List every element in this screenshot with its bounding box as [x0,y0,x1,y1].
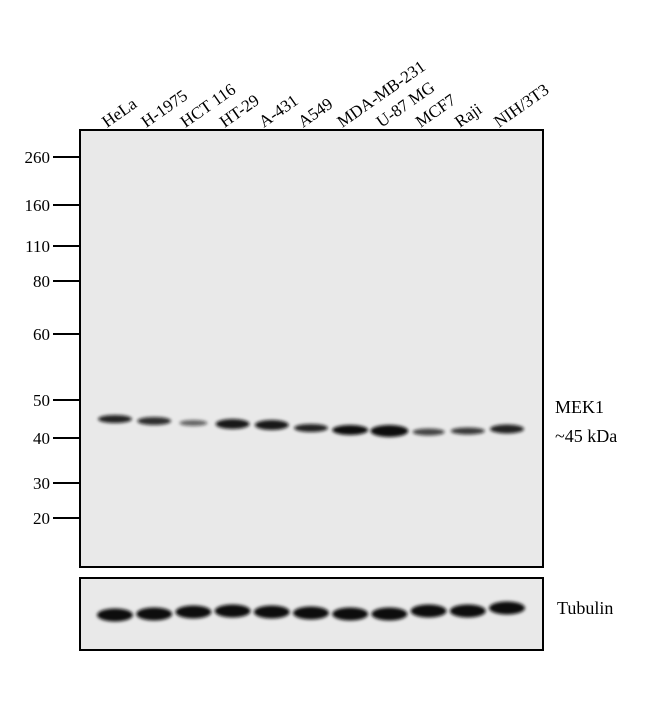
mek1-band [294,424,328,432]
tubulin-band [97,608,133,622]
mek1-band [215,419,250,429]
mek1-band [450,427,485,435]
tubulin-band [489,601,525,615]
tubulin-band [332,607,369,621]
marker-label: 160 [25,196,51,215]
mek1-band [332,425,369,435]
lane-label: HeLa [98,94,140,131]
marker-label: 80 [33,272,50,291]
lane-label: A-431 [255,91,301,131]
marker-label: 60 [33,325,50,344]
marker-label: 50 [33,391,50,410]
main-blot [79,129,544,568]
tubulin-band [136,607,173,621]
tubulin-band [175,605,212,619]
band-name: MEK1 [555,397,604,417]
marker-label: 260 [25,148,51,167]
mek1-band [179,420,208,426]
mek1-band [98,415,132,423]
marker-label: 20 [33,509,50,528]
mek1-band [412,428,445,436]
mek1-band [254,420,289,430]
mek1-band [370,425,409,437]
marker-label: 40 [33,429,50,448]
tubulin-band [253,605,290,619]
tubulin-band [371,607,408,621]
mek1-band [137,417,172,425]
tubulin-band [449,604,486,618]
mek1-band [490,424,524,434]
tubulin-band [214,604,251,618]
tubulin-band [410,604,447,618]
loading-control-label: Tubulin [557,598,613,618]
tubulin-band [293,606,329,620]
band-size: ~45 kDa [555,426,617,446]
lane-label: A549 [294,94,336,131]
marker-label: 110 [25,237,50,256]
marker-label: 30 [33,474,50,493]
lane-label: NIH/3T3 [490,80,552,131]
